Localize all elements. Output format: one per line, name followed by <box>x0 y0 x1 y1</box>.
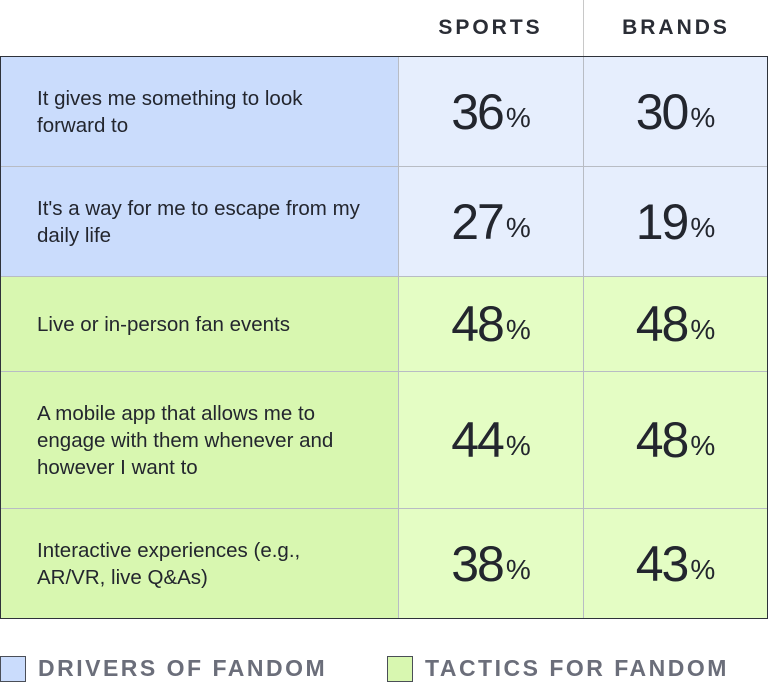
data-table: It gives me something to look forward to… <box>0 56 768 619</box>
value-cell: 27% <box>399 167 584 276</box>
value-number: 19 <box>635 193 690 250</box>
row-label: It gives me something to look forward to <box>1 57 399 166</box>
legend-tactics: TACTICS FOR FANDOM <box>387 655 729 682</box>
value-number: 30 <box>635 83 690 140</box>
table-row: Interactive experiences (e.g., AR/VR, li… <box>1 508 767 618</box>
legend-drivers: DRIVERS OF FANDOM <box>0 655 327 682</box>
table-row: It's a way for me to escape from my dail… <box>1 166 767 276</box>
percent-sign: % <box>505 101 531 133</box>
table-row: Live or in-person fan events 48% 48% <box>1 276 767 371</box>
value-cell: 38% <box>399 509 584 618</box>
percent-sign: % <box>690 314 716 345</box>
value-cell: 36% <box>399 57 584 166</box>
value-cell: 48% <box>584 372 767 508</box>
column-header-brands: BRANDS <box>622 16 730 39</box>
value-number: 27 <box>451 193 505 250</box>
value-number: 43 <box>635 535 690 592</box>
row-label: A mobile app that allows me to engage wi… <box>1 372 399 508</box>
row-label: Interactive experiences (e.g., AR/VR, li… <box>1 509 399 618</box>
table-row: A mobile app that allows me to engage wi… <box>1 371 767 508</box>
percent-sign: % <box>505 211 531 243</box>
value-cell: 48% <box>584 277 767 371</box>
legend-label: DRIVERS OF FANDOM <box>38 655 328 681</box>
value-cell: 48% <box>399 277 584 371</box>
value-cell: 44% <box>399 372 584 508</box>
row-label: It's a way for me to escape from my dail… <box>1 167 399 276</box>
percent-sign: % <box>505 553 531 585</box>
header-divider <box>583 0 584 56</box>
value-number: 48 <box>635 296 690 352</box>
legend-swatch-tactics <box>387 655 413 682</box>
value-number: 48 <box>451 296 505 352</box>
percent-sign: % <box>690 430 716 461</box>
value-cell: 43% <box>584 509 767 618</box>
value-cell: 30% <box>584 57 767 166</box>
value-number: 44 <box>451 412 505 468</box>
percent-sign: % <box>690 553 716 585</box>
value-number: 38 <box>451 535 505 592</box>
percent-sign: % <box>505 314 531 345</box>
column-header-sports: SPORTS <box>438 16 543 39</box>
value-cell: 19% <box>584 167 767 276</box>
percent-sign: % <box>690 211 716 243</box>
table-row: It gives me something to look forward to… <box>1 57 767 166</box>
legend-swatch-drivers <box>0 655 26 682</box>
legend-label: TACTICS FOR FANDOM <box>425 655 729 681</box>
row-label: Live or in-person fan events <box>1 277 399 371</box>
value-number: 36 <box>451 83 505 140</box>
value-number: 48 <box>635 412 690 468</box>
percent-sign: % <box>690 101 716 133</box>
percent-sign: % <box>505 430 531 461</box>
